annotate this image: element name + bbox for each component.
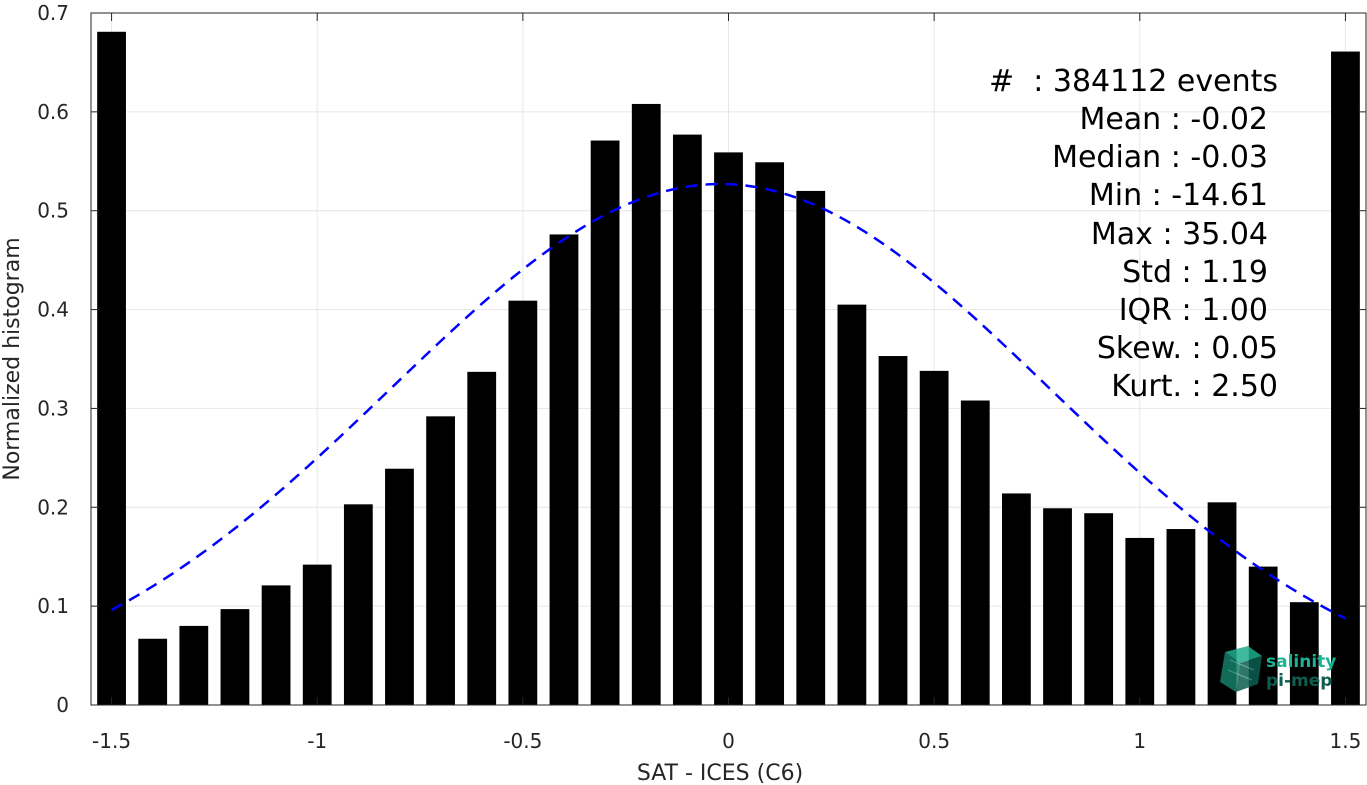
bar — [590, 140, 620, 706]
bar — [97, 31, 126, 706]
bar-series — [97, 31, 1360, 706]
bar — [878, 356, 908, 705]
y-tick-label: 0.6 — [37, 100, 69, 124]
bar — [467, 371, 497, 705]
bar — [755, 162, 785, 705]
bar — [1043, 508, 1072, 705]
y-tick-label: 0 — [56, 693, 69, 717]
bar — [549, 234, 579, 705]
y-tick-label: 0.2 — [37, 495, 69, 519]
logo-text-salinity: salinity — [1266, 652, 1336, 672]
x-tick-label: 1.5 — [1330, 729, 1362, 753]
cube-logo-icon — [1220, 646, 1262, 692]
logo-text-pimep: pi-mep — [1266, 671, 1332, 691]
y-tick-label: 0.1 — [37, 594, 69, 618]
bar — [1084, 513, 1114, 705]
stat-max: Max : 35.04 — [1091, 217, 1268, 252]
bar — [672, 134, 702, 705]
bar — [714, 152, 743, 706]
y-axis-ticks: 0 0.1 0.2 0.3 0.4 0.5 0.6 0.7 — [37, 1, 1366, 717]
x-tick-label: -1.5 — [92, 729, 131, 753]
x-tick-label: 1 — [1133, 729, 1146, 753]
bar — [426, 416, 455, 705]
bar — [385, 468, 414, 705]
bar — [1331, 51, 1360, 706]
y-tick-label: 0.3 — [37, 396, 69, 420]
x-tick-label: 0 — [722, 729, 735, 753]
y-tick-label: 0.7 — [37, 1, 69, 25]
bar — [796, 190, 826, 705]
salinity-pimep-logo: salinity pi-mep — [1220, 646, 1336, 692]
bar — [179, 625, 209, 705]
bar — [343, 504, 373, 705]
stat-mean: Mean : -0.02 — [1079, 102, 1268, 137]
stat-iqr: IQR : 1.00 — [1119, 293, 1268, 328]
stat-events: # : 384112 events — [989, 64, 1278, 99]
stat-skew: Skew. : 0.05 — [1097, 331, 1278, 366]
bar — [508, 300, 538, 705]
bar — [837, 304, 867, 705]
stats-box: # : 384112 events Mean : -0.02 Median : … — [989, 64, 1278, 404]
bar — [1002, 493, 1031, 705]
y-axis-label: Normalized histogram — [0, 237, 25, 480]
bar — [1289, 602, 1319, 705]
y-tick-label: 0.4 — [37, 298, 69, 322]
stat-kurt: Kurt. : 2.50 — [1111, 369, 1278, 404]
x-axis-label: SAT - ICES (C6) — [637, 761, 803, 785]
bar — [1125, 537, 1155, 705]
x-axis-ticks: -1.5 -1 -0.5 0 0.5 1 1.5 — [92, 13, 1361, 753]
bar — [220, 609, 250, 705]
bar — [1166, 529, 1196, 705]
gaussian-fit-curve — [110, 182, 1347, 620]
x-tick-label: -0.5 — [503, 729, 542, 753]
bar — [138, 638, 168, 705]
y-tick-label: 0.5 — [37, 199, 69, 223]
bar — [960, 400, 990, 705]
x-tick-label: 0.5 — [918, 729, 950, 753]
x-tick-label: -1 — [307, 729, 327, 753]
stat-std: Std : 1.19 — [1122, 255, 1268, 290]
bar — [261, 585, 291, 705]
bar — [919, 370, 949, 705]
bar — [631, 103, 661, 706]
bar — [302, 564, 332, 705]
stat-median: Median : -0.03 — [1052, 140, 1268, 175]
stat-min: Min : -14.61 — [1089, 178, 1268, 213]
